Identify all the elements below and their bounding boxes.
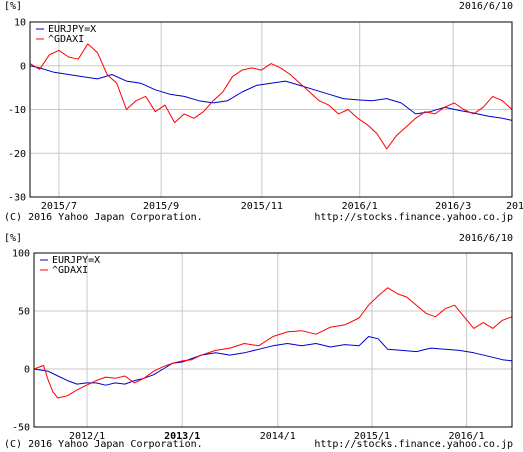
- x-tick-label: 2014/1: [260, 431, 296, 442]
- series-line-eurjpyx: [29, 65, 513, 121]
- line-chart-longterm: 100 50 0 -50 2012/1 2013/1 2014/1 2015/1 2016/1 E…: [12, 249, 513, 442]
- x-tick-label: 2013/1: [164, 431, 200, 442]
- source-url: http://stocks.finance.yahoo.co.jp: [314, 212, 513, 223]
- chart-panel-longterm: [%] 2016/6/10 100 50 0 -50 2012/1 2013/1 2014/…: [0, 231, 523, 452]
- y-unit-label: [%]: [4, 1, 23, 12]
- y-tick-label: 10: [14, 18, 26, 29]
- y-tick-label: -30: [8, 193, 26, 204]
- y-tick-label: -50: [12, 423, 30, 434]
- y-tick-label: 50: [18, 307, 30, 318]
- chart-date: 2016/6/10: [458, 233, 513, 244]
- source-url: http://stocks.finance.yahoo.co.jp: [314, 439, 513, 450]
- copyright-text: (C) 2016 Yahoo Japan Corporation.: [4, 439, 203, 450]
- legend-label: ^GDAXI: [52, 265, 88, 276]
- legend-label: EURJPY=X: [48, 24, 96, 35]
- y-tick-label: 100: [12, 249, 30, 260]
- x-tick-label: 2015/1: [354, 431, 390, 442]
- y-tick-label: 0: [20, 61, 26, 72]
- plot-border: [33, 252, 513, 428]
- y-tick-label: -10: [8, 105, 26, 116]
- x-tick-label: 2015/9: [143, 201, 179, 212]
- x-tick-label: 2016/1: [449, 431, 485, 442]
- series-line-gdaxi: [29, 43, 513, 150]
- chart-date: 2016/6/10: [458, 1, 513, 12]
- y-tick-label: -20: [8, 149, 26, 160]
- y-tick-label: 0: [24, 365, 30, 376]
- y-unit-label: [%]: [4, 233, 23, 244]
- x-tick-label: 2015/11: [241, 201, 283, 212]
- legend-label: EURJPY=X: [52, 255, 100, 266]
- legend-label: ^GDAXI: [48, 34, 84, 45]
- plot-border: [29, 21, 513, 198]
- x-tick-label: 2012/1: [69, 431, 105, 442]
- x-tick-label: 2016/5: [506, 201, 523, 212]
- series-line-eurjpyx: [33, 336, 513, 386]
- x-tick-label: 2016/3: [435, 201, 471, 212]
- line-chart-recent: 10 0 -10 -20 -30 2015/7 2015/9 2015/11 2016/1 201…: [8, 18, 523, 213]
- chart-panel-recent: [%] 2016/6/10 10 0 -10 -20 -30 2015/7 2015/9 20…: [4, 1, 523, 223]
- x-tick-label: 2015/7: [41, 201, 77, 212]
- x-tick-label: 2016/1: [342, 201, 378, 212]
- series-line-gdaxi: [33, 287, 513, 399]
- copyright-text: (C) 2016 Yahoo Japan Corporation.: [4, 212, 203, 223]
